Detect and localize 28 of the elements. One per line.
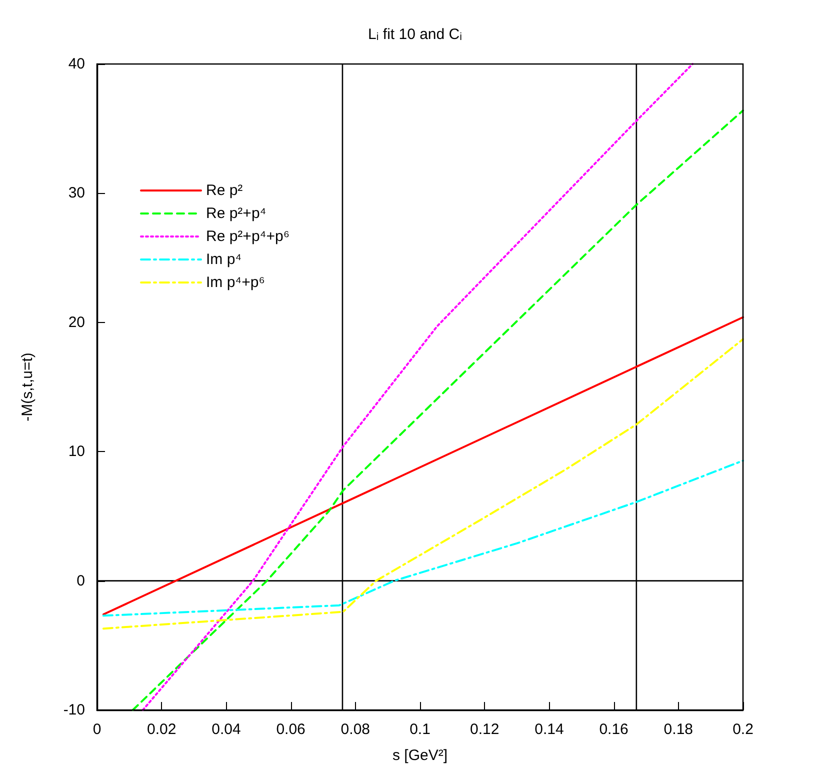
line-series bbox=[142, 63, 694, 711]
y-tick-label: 0 bbox=[76, 572, 85, 590]
x-tick-label: 0 bbox=[92, 721, 102, 738]
x-tick-label: 0.18 bbox=[664, 721, 693, 738]
x-tick-label: 0.02 bbox=[147, 721, 176, 738]
x-tick-label: 0.1 bbox=[410, 721, 430, 738]
chart-title: Lᵢ fit 10 and Cᵢ bbox=[368, 26, 462, 43]
x-tick-label: 0.12 bbox=[470, 721, 500, 738]
x-tick-label: 0.2 bbox=[732, 721, 754, 738]
line-series bbox=[102, 460, 744, 617]
y-tick-label: 40 bbox=[68, 56, 85, 72]
y-axis-title: -M(s,t,u=t) bbox=[19, 352, 36, 422]
y-tick-label: -10 bbox=[63, 702, 85, 718]
x-tick-label: 0.08 bbox=[340, 721, 370, 738]
x-tick-label: 0.14 bbox=[534, 721, 564, 738]
y-tick-label: 20 bbox=[68, 314, 85, 331]
legend-label: Im p⁴ bbox=[206, 251, 242, 268]
legend-label: Re p²+p⁴+p⁶ bbox=[206, 228, 290, 245]
x-tick-label: 0.06 bbox=[276, 721, 306, 738]
legend-label: Im p⁴+p⁶ bbox=[206, 274, 265, 291]
legend-label: Re p² bbox=[206, 182, 243, 199]
x-tick-label: 0.04 bbox=[212, 721, 241, 738]
y-tick-label: 10 bbox=[68, 443, 85, 460]
y-tick-label: 30 bbox=[68, 184, 85, 202]
legend-label: Re p²+p⁴ bbox=[206, 205, 266, 222]
x-tick-label: 0.16 bbox=[599, 721, 628, 738]
x-axis-title: s [GeV²] bbox=[392, 747, 448, 764]
line-series bbox=[132, 110, 744, 711]
